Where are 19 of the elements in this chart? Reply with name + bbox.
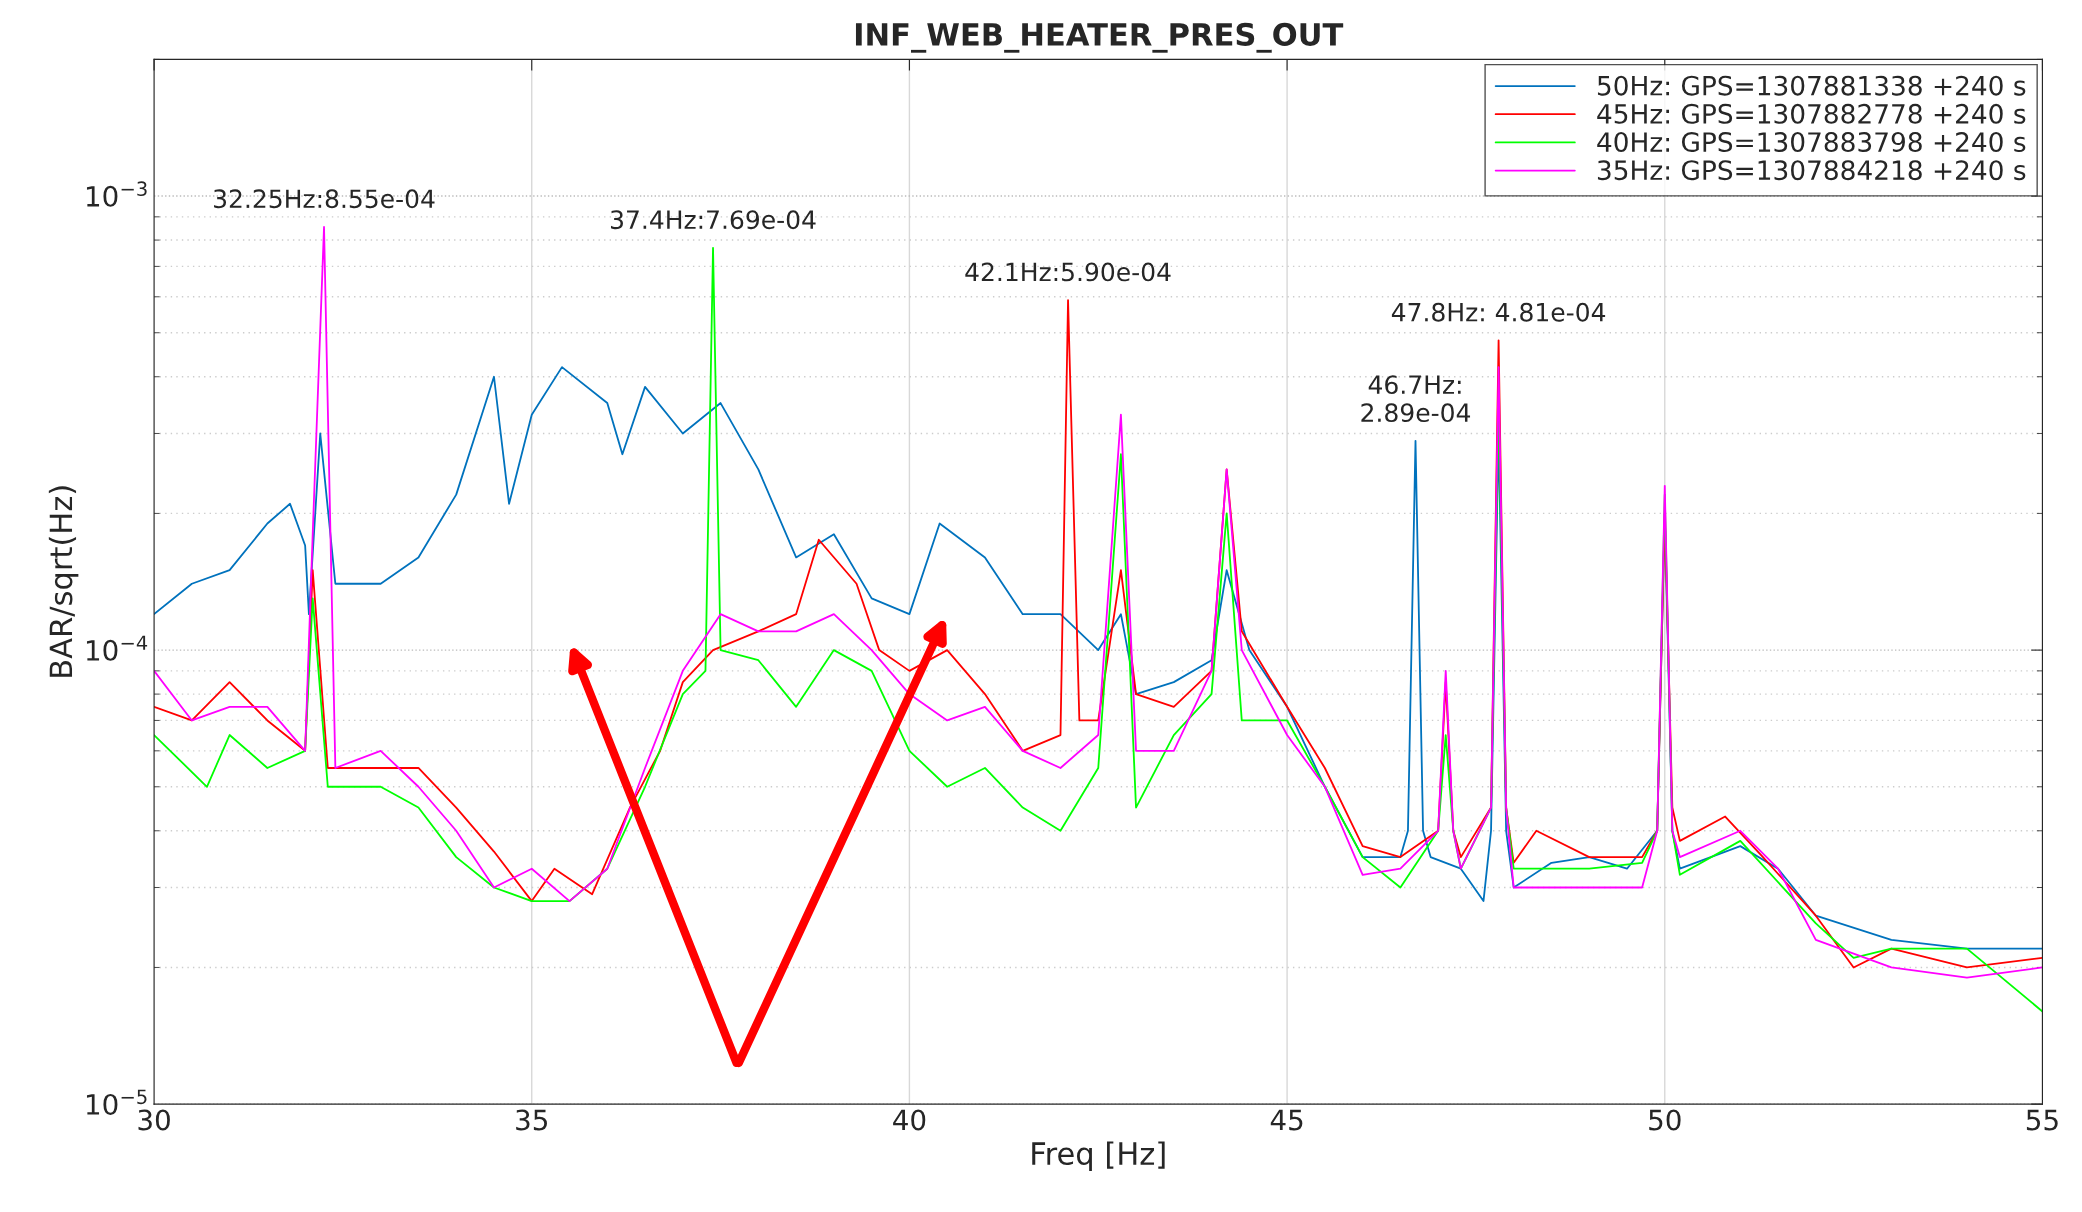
legend-label: 50Hz: GPS=1307881338 +240 s [1597, 75, 2026, 96]
annotation: 32.25Hz:8.55e-04 [214, 189, 435, 209]
legend-label: 40Hz: GPS=1307883798 +240 s [1597, 132, 2026, 152]
annotation: 42.1Hz:5.90e-04 [965, 262, 1171, 282]
annotation: 47.8Hz: 4.81e-04 [1391, 302, 1606, 322]
legend-label: 35Hz: GPS=1307884218 +240 s [1597, 160, 2026, 181]
x-tick-label: 40 [893, 1109, 926, 1131]
legend-label: 45Hz: GPS=1307882778 +240 s [1597, 103, 2026, 124]
x-axis-title: Freq [Hz] [1032, 1141, 1165, 1171]
y-tick-label: 10$^{−4}$ [86, 635, 148, 661]
annotation: 37.4Hz:7.69e-04 [610, 210, 816, 230]
x-tick-label: 45 [1270, 1109, 1303, 1131]
x-tick-label: 50 [1649, 1109, 1681, 1131]
annotation: 46.7Hz: 2.89e-04 [1361, 375, 1471, 423]
x-tick-label: 55 [2026, 1109, 2058, 1131]
y-tick-label: 10$^{−3}$ [86, 181, 147, 207]
y-axis-title: BAR/sqrt(Hz) [48, 486, 79, 677]
x-tick-label: 35 [516, 1109, 547, 1131]
chart-title: INF_WEB_HEATER_PRES_OUT [855, 22, 1344, 53]
